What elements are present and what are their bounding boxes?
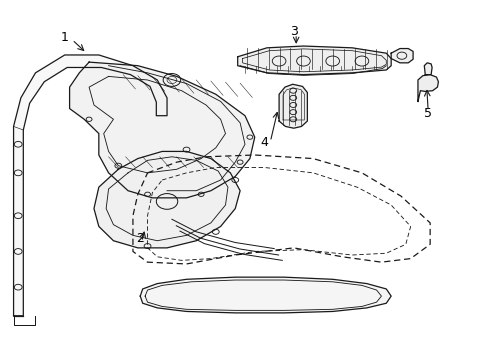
Polygon shape xyxy=(238,46,391,75)
Polygon shape xyxy=(391,49,413,63)
Polygon shape xyxy=(279,84,307,128)
Text: 5: 5 xyxy=(424,107,432,120)
Polygon shape xyxy=(94,152,240,248)
Text: 1: 1 xyxy=(61,31,69,44)
Polygon shape xyxy=(70,62,255,198)
Text: 4: 4 xyxy=(261,136,269,149)
Polygon shape xyxy=(140,277,391,313)
Text: 2: 2 xyxy=(136,233,144,246)
Text: 3: 3 xyxy=(290,25,297,38)
Polygon shape xyxy=(418,75,439,102)
Polygon shape xyxy=(424,63,432,75)
Polygon shape xyxy=(14,55,167,316)
